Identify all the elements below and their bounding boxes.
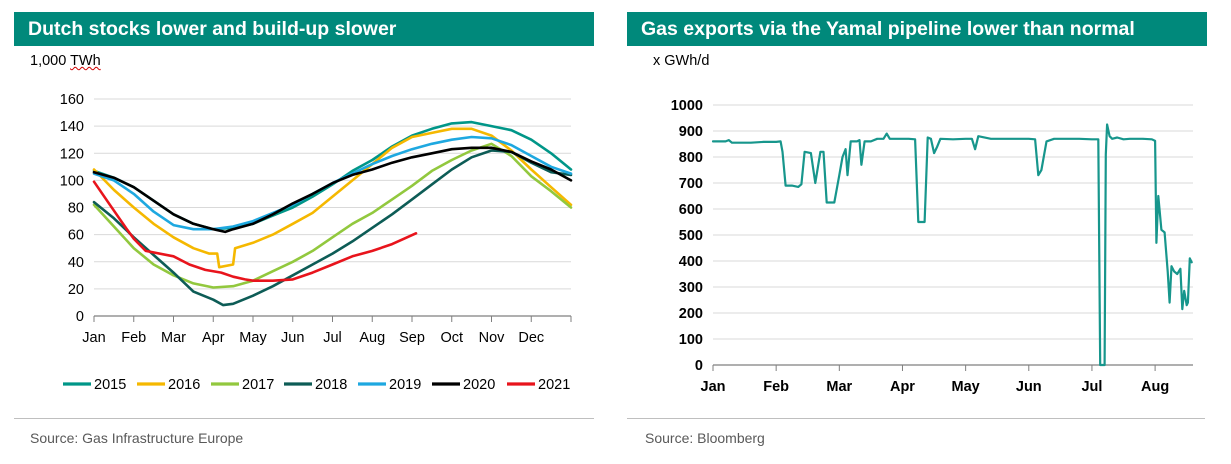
y-tick-label: 100 bbox=[679, 332, 703, 348]
y-tick-label: 140 bbox=[60, 119, 84, 135]
x-tick-label: Apr bbox=[890, 379, 915, 395]
series-line-2021 bbox=[92, 180, 418, 282]
y-tick-label: 200 bbox=[679, 306, 703, 322]
x-tick-label: Oct bbox=[440, 330, 463, 346]
yamal-source: Source: Bloomberg bbox=[645, 430, 765, 446]
y-tick-label: 80 bbox=[68, 201, 84, 217]
x-tick-label: Aug bbox=[359, 330, 385, 346]
y-tick-label: 700 bbox=[679, 176, 703, 192]
yamal-title: Gas exports via the Yamal pipeline lower… bbox=[627, 12, 1207, 46]
x-tick-label: Feb bbox=[121, 330, 146, 346]
legend-label-2015: 2015 bbox=[94, 377, 126, 393]
y-tick-label: 60 bbox=[68, 228, 84, 244]
y-tick-label: 300 bbox=[679, 280, 703, 296]
y-tick-label: 0 bbox=[695, 358, 703, 374]
dutch-stocks-panel: Dutch stocks lower and build-up slower 1… bbox=[0, 0, 600, 464]
y-tick-label: 1000 bbox=[671, 98, 703, 114]
y-tick-label: 20 bbox=[68, 282, 84, 298]
y-tick-label: 800 bbox=[679, 150, 703, 166]
unit-suffix: TWh bbox=[70, 53, 101, 69]
series-line-2015 bbox=[92, 120, 573, 231]
legend-label-2020: 2020 bbox=[463, 377, 495, 393]
x-tick-label: Apr bbox=[202, 330, 225, 346]
x-tick-label: Jul bbox=[323, 330, 342, 346]
legend-label-2017: 2017 bbox=[242, 377, 274, 393]
footer-divider bbox=[627, 418, 1205, 419]
y-tick-label: 500 bbox=[679, 228, 703, 244]
yamal-panel: Gas exports via the Yamal pipeline lower… bbox=[625, 0, 1231, 464]
dutch-stocks-chart: 0 20 40 60 80 100 120 140 160 Jan Feb Mar Apr May Jun J… bbox=[60, 92, 573, 393]
y-tick-label: 0 bbox=[76, 309, 84, 325]
x-tick-label: Jun bbox=[281, 330, 304, 346]
dutch-stocks-source: Source: Gas Infrastructure Europe bbox=[30, 430, 244, 446]
series-line-2020 bbox=[92, 146, 573, 234]
yamal-chart: 0 100 200 300 400 500 600 700 800 900 1000 Jan Feb Ma… bbox=[671, 98, 1193, 395]
series-line-2017 bbox=[92, 142, 573, 289]
y-tick-label: 160 bbox=[60, 92, 84, 108]
x-tick-label: Jun bbox=[1016, 379, 1042, 395]
x-tick-label: Feb bbox=[763, 379, 789, 395]
x-tick-label: May bbox=[239, 330, 267, 346]
footer-divider bbox=[14, 418, 594, 419]
x-tick-label: Jan bbox=[701, 379, 726, 395]
legend-label-2019: 2019 bbox=[389, 377, 421, 393]
y-tick-label: 900 bbox=[679, 124, 703, 140]
x-tick-label: Sep bbox=[399, 330, 425, 346]
series-line-yamal bbox=[711, 123, 1193, 367]
yamal-unit-label: x GWh/d bbox=[653, 53, 710, 69]
legend-label-2018: 2018 bbox=[315, 377, 347, 393]
y-tick-label: 100 bbox=[60, 173, 84, 189]
x-tick-label: Mar bbox=[826, 379, 852, 395]
x-tick-label: May bbox=[952, 379, 980, 395]
series-line-2018 bbox=[92, 149, 573, 307]
legend-label-2021: 2021 bbox=[538, 377, 570, 393]
y-tick-label: 40 bbox=[68, 255, 84, 271]
x-tick-label: Mar bbox=[161, 330, 186, 346]
x-tick-label: Jul bbox=[1081, 379, 1102, 395]
x-tick-label: Jan bbox=[82, 330, 105, 346]
x-tick-label: Nov bbox=[479, 330, 506, 346]
x-tick-label: Dec bbox=[518, 330, 544, 346]
dutch-stocks-title: Dutch stocks lower and build-up slower bbox=[14, 12, 594, 46]
series-line-2016 bbox=[92, 127, 573, 269]
y-tick-label: 600 bbox=[679, 202, 703, 218]
legend-label-2016: 2016 bbox=[168, 377, 200, 393]
dutch-stocks-unit-label: 1,000 TWh bbox=[30, 53, 101, 69]
unit-prefix: 1,000 bbox=[30, 53, 71, 69]
x-tick-label: Aug bbox=[1141, 379, 1169, 395]
y-tick-label: 120 bbox=[60, 146, 84, 162]
y-tick-label: 400 bbox=[679, 254, 703, 270]
